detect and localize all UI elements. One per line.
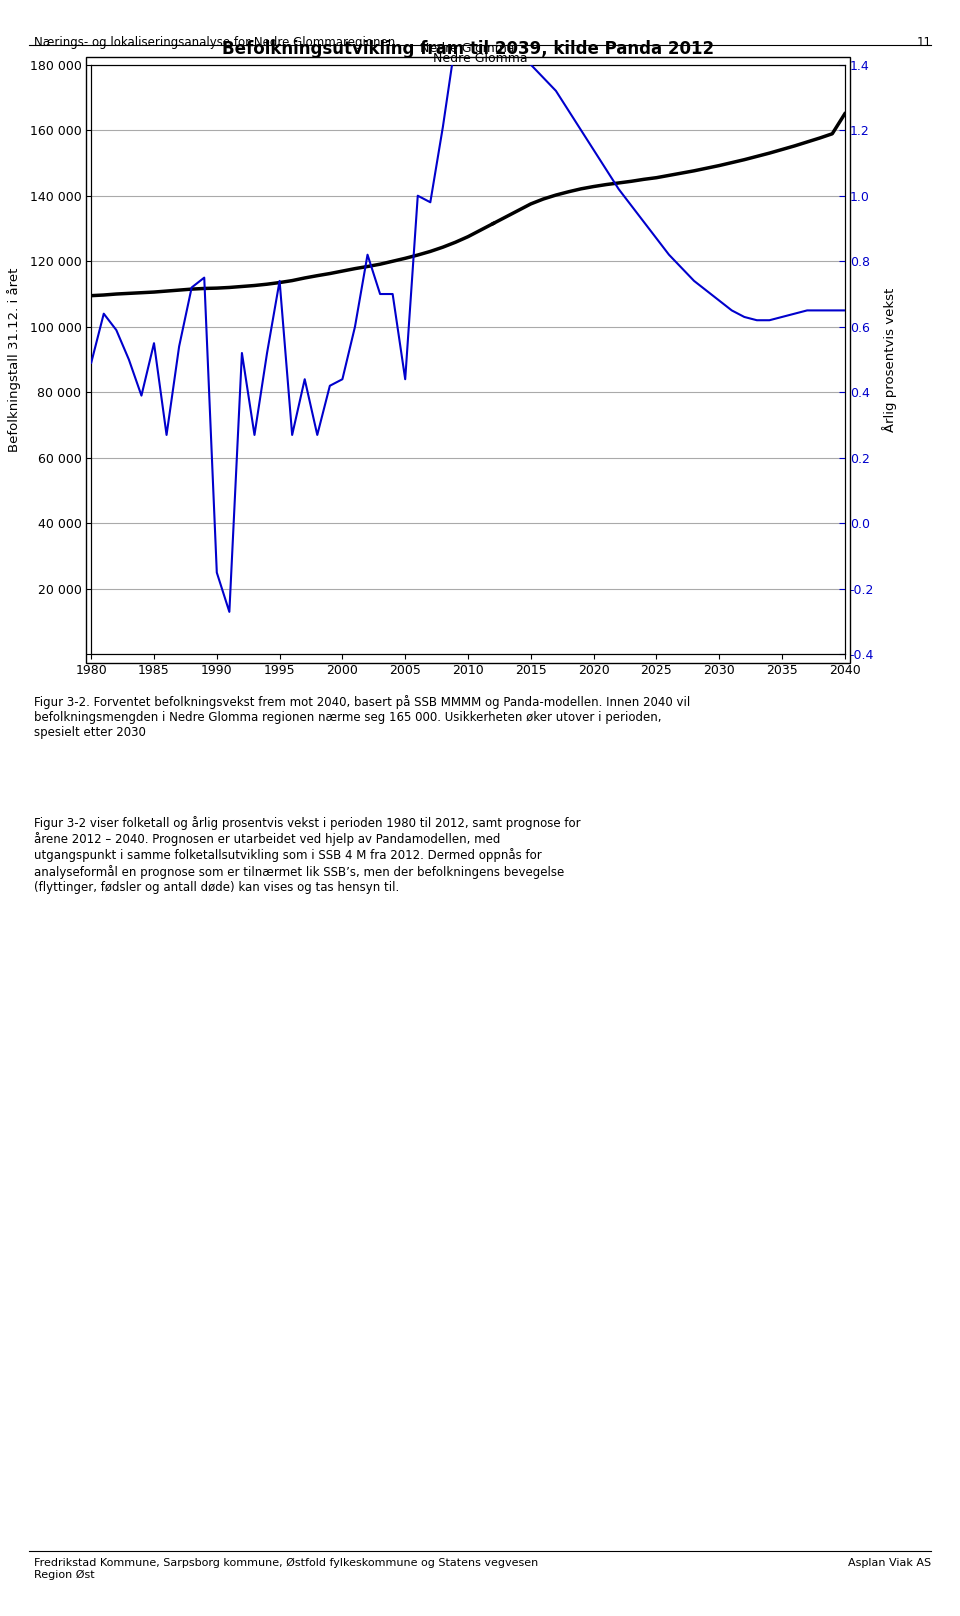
Text: Fredrikstad Kommune, Sarpsborg kommune, Østfold fylkeskommune og Statens vegvese: Fredrikstad Kommune, Sarpsborg kommune, … <box>34 1558 538 1580</box>
Text: Nedre Glomma: Nedre Glomma <box>433 52 527 65</box>
Y-axis label: Årlig prosentvis vekst: Årlig prosentvis vekst <box>882 288 898 431</box>
Text: Nedre Glomma: Nedre Glomma <box>420 42 515 55</box>
Text: Figur 3-2 viser folketall og årlig prosentvis vekst i perioden 1980 til 2012, sa: Figur 3-2 viser folketall og årlig prose… <box>34 816 580 894</box>
Text: Figur 3-2. Forventet befolkningsvekst frem mot 2040, basert på SSB MMMM og Panda: Figur 3-2. Forventet befolkningsvekst fr… <box>34 695 690 739</box>
Text: 11: 11 <box>916 36 931 48</box>
Text: Asplan Viak AS: Asplan Viak AS <box>848 1558 931 1568</box>
Y-axis label: Befolkningstall 31.12. i året: Befolkningstall 31.12. i året <box>8 267 21 452</box>
Title: Befolkningsutvikling fram til 2039, kilde Panda 2012: Befolkningsutvikling fram til 2039, kild… <box>222 39 714 58</box>
Text: Nærings- og lokaliseringsanalyse for Nedre Glommaregionen: Nærings- og lokaliseringsanalyse for Ned… <box>34 36 395 48</box>
